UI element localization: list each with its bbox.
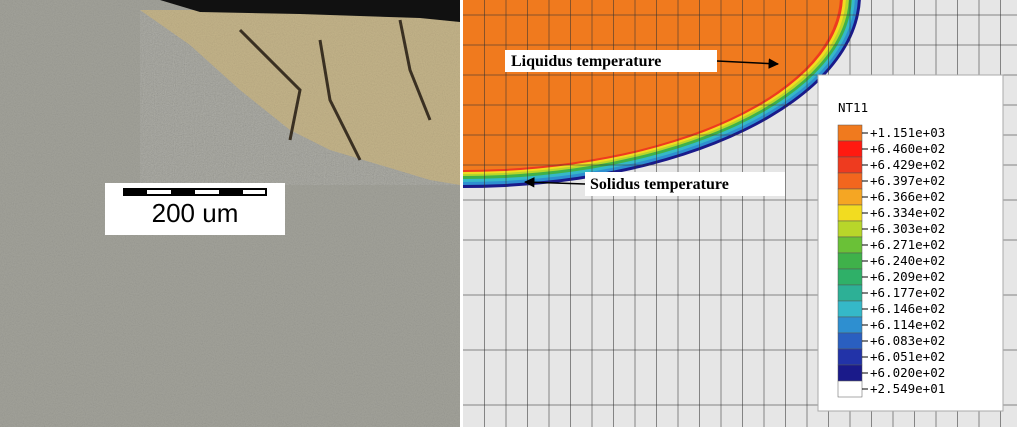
legend-label: +6.303e+02 xyxy=(870,221,945,236)
legend-label: +6.177e+02 xyxy=(870,285,945,300)
legend-label: +6.051e+02 xyxy=(870,349,945,364)
legend-swatch xyxy=(838,157,862,173)
legend-label: +6.146e+02 xyxy=(870,301,945,316)
legend-swatch xyxy=(838,381,862,397)
legend-label: +6.397e+02 xyxy=(870,173,945,188)
legend-swatch xyxy=(838,125,862,141)
legend-label: +6.429e+02 xyxy=(870,157,945,172)
legend-label: +6.209e+02 xyxy=(870,269,945,284)
legend-label: +6.334e+02 xyxy=(870,205,945,220)
legend-label: +1.151e+03 xyxy=(870,125,945,140)
legend-label: +6.271e+02 xyxy=(870,237,945,252)
legend-swatch xyxy=(838,269,862,285)
legend-swatch xyxy=(838,333,862,349)
legend-label: +6.240e+02 xyxy=(870,253,945,268)
legend-label: +6.460e+02 xyxy=(870,141,945,156)
legend-label: +6.020e+02 xyxy=(870,365,945,380)
legend-label: +6.366e+02 xyxy=(870,189,945,204)
legend-swatch xyxy=(838,365,862,381)
legend: NT11 +1.151e+03+6.460e+02+6.429e+02+6.39… xyxy=(818,75,1003,411)
page: 200 um Liquidus temperature Solidus temp… xyxy=(0,0,1017,427)
legend-swatch xyxy=(838,221,862,237)
legend-swatch xyxy=(838,285,862,301)
legend-swatch xyxy=(838,301,862,317)
scale-label: 200 um xyxy=(152,198,239,228)
legend-swatch xyxy=(838,349,862,365)
legend-title: NT11 xyxy=(838,100,868,115)
annotation: Liquidus temperature xyxy=(511,53,661,70)
annotation: Solidus temperature xyxy=(590,176,729,193)
legend-label: +6.083e+02 xyxy=(870,333,945,348)
legend-swatch xyxy=(838,189,862,205)
legend-swatch xyxy=(838,253,862,269)
legend-swatch xyxy=(838,173,862,189)
scale-bar: 200 um xyxy=(105,183,285,235)
legend-label: +6.114e+02 xyxy=(870,317,945,332)
legend-swatch xyxy=(838,205,862,221)
legend-swatch xyxy=(838,237,862,253)
figure: 200 um Liquidus temperature Solidus temp… xyxy=(0,0,1017,427)
legend-swatch xyxy=(838,141,862,157)
legend-label: +2.549e+01 xyxy=(870,381,945,396)
legend-swatch xyxy=(838,317,862,333)
